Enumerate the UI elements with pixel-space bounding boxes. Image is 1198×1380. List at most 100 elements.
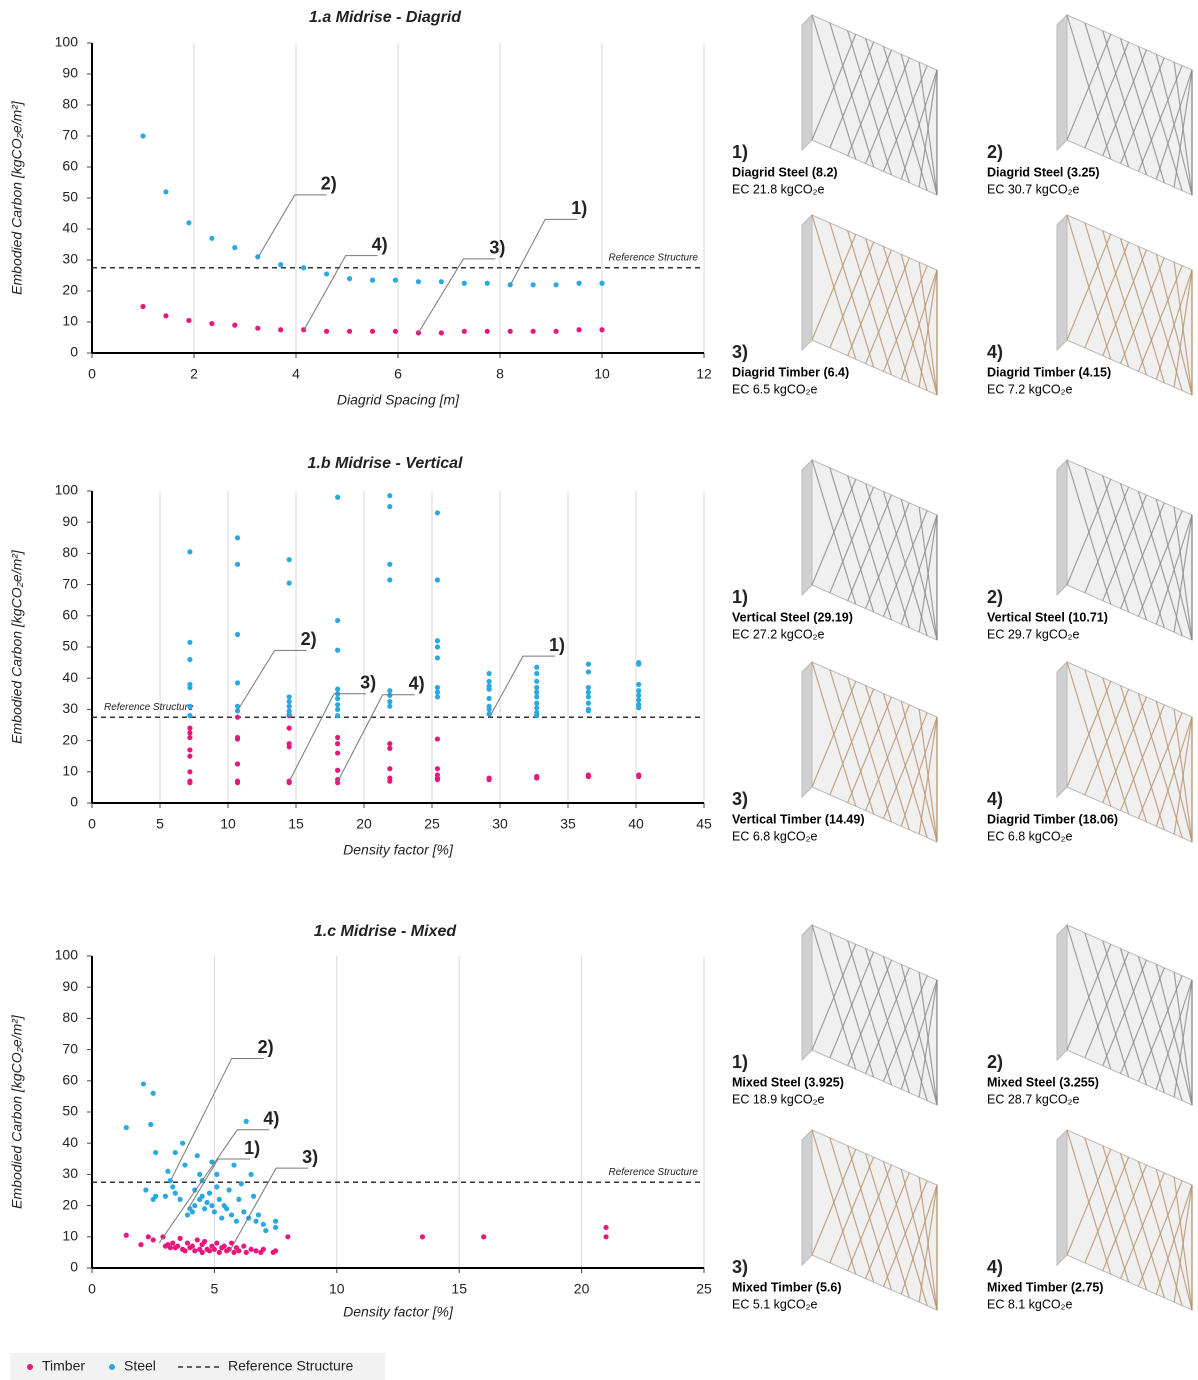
x-axis-label: Density factor [%] — [343, 842, 454, 858]
data-point — [462, 329, 467, 334]
annotation: 3) — [360, 673, 376, 693]
data-point — [485, 281, 490, 286]
data-point — [187, 685, 192, 690]
render-ec: EC 6.8 kgCO₂e — [987, 829, 1072, 843]
y-tick-label: 10 — [62, 313, 78, 329]
data-point — [335, 707, 340, 712]
data-point — [387, 741, 392, 746]
annotation: 1) — [571, 198, 587, 218]
data-point — [285, 1234, 290, 1239]
y-tick-label: 20 — [62, 282, 78, 298]
render-name: Diagrid Timber (6.4) — [732, 365, 849, 379]
data-point — [163, 189, 168, 194]
x-tick-label: 6 — [394, 366, 402, 382]
data-point — [603, 1234, 608, 1239]
data-point — [554, 282, 559, 287]
data-point — [335, 495, 340, 500]
x-tick-label: 4 — [292, 366, 300, 382]
data-point — [335, 618, 340, 623]
data-point — [387, 746, 392, 751]
data-point — [187, 704, 192, 709]
x-axis-label: Density factor [%] — [343, 1304, 454, 1320]
data-point — [212, 1209, 217, 1214]
data-point — [335, 741, 340, 746]
render-name: Diagrid Steel (8.2) — [732, 165, 838, 179]
y-tick-label: 50 — [62, 1103, 78, 1119]
annotation: 2) — [258, 1037, 274, 1057]
data-point — [370, 329, 375, 334]
data-point — [435, 644, 440, 649]
data-point — [487, 777, 492, 782]
y-tick-label: 90 — [62, 65, 78, 81]
leader-line — [289, 694, 366, 782]
render-ec: EC 21.8 kgCO₂e — [732, 182, 824, 196]
data-point — [190, 1209, 195, 1214]
y-tick-label: 70 — [62, 575, 78, 591]
data-point — [534, 713, 539, 718]
data-point — [273, 1248, 278, 1253]
data-point — [636, 682, 641, 687]
data-point — [586, 669, 591, 674]
data-point — [217, 1250, 222, 1255]
data-point — [207, 1248, 212, 1253]
data-point — [324, 271, 329, 276]
x-tick-label: 40 — [628, 816, 644, 832]
render-label: 3) — [732, 342, 748, 362]
data-point — [387, 493, 392, 498]
render-label: 3) — [732, 789, 748, 809]
data-point — [178, 1236, 183, 1241]
render-volume-side — [1057, 1130, 1067, 1265]
data-point — [165, 1169, 170, 1174]
x-tick-label: 0 — [88, 816, 96, 832]
render-ec: EC 8.1 kgCO₂e — [987, 1297, 1072, 1311]
data-point — [178, 1197, 183, 1202]
data-point — [387, 779, 392, 784]
data-point — [485, 329, 490, 334]
annotation: 4) — [372, 234, 388, 254]
data-point — [487, 687, 492, 692]
data-point — [636, 662, 641, 667]
data-point — [151, 1197, 156, 1202]
render-ec: EC 27.2 kgCO₂e — [732, 627, 824, 641]
data-point — [209, 236, 214, 241]
x-tick-label: 25 — [696, 1281, 712, 1297]
chart-title: 1.b Midrise - Vertical — [307, 455, 463, 472]
data-point — [387, 688, 392, 693]
data-point — [239, 1181, 244, 1186]
y-tick-label: 40 — [62, 1134, 78, 1150]
x-tick-label: 10 — [329, 1281, 345, 1297]
data-point — [255, 326, 260, 331]
data-point — [636, 688, 641, 693]
chart-title: 1.c Midrise - Mixed — [314, 923, 457, 940]
data-point — [151, 1237, 156, 1242]
y-tick-label: 60 — [62, 1072, 78, 1088]
data-point — [347, 329, 352, 334]
x-tick-label: 5 — [211, 1281, 219, 1297]
data-point — [140, 133, 145, 138]
data-point — [235, 780, 240, 785]
data-point — [187, 780, 192, 785]
data-point — [603, 1225, 608, 1230]
data-point — [335, 687, 340, 692]
y-tick-label: 10 — [62, 763, 78, 779]
data-point — [487, 679, 492, 684]
data-point — [435, 690, 440, 695]
render-volume-side — [1057, 925, 1067, 1060]
leader-line — [510, 219, 577, 285]
data-point — [287, 744, 292, 749]
y-tick-label: 30 — [62, 251, 78, 267]
data-point — [256, 1212, 261, 1217]
data-point — [163, 313, 168, 318]
data-point — [170, 1184, 175, 1189]
data-point — [251, 1194, 256, 1199]
render-volume-side — [802, 1130, 812, 1265]
data-point — [287, 704, 292, 709]
data-point — [235, 632, 240, 637]
data-point — [335, 768, 340, 773]
data-point — [192, 1248, 197, 1253]
data-point — [187, 769, 192, 774]
x-axis-label: Diagrid Spacing [m] — [337, 392, 460, 408]
y-tick-label: 90 — [62, 513, 78, 529]
render-label: 4) — [987, 342, 1003, 362]
annotation: 1) — [549, 635, 565, 655]
